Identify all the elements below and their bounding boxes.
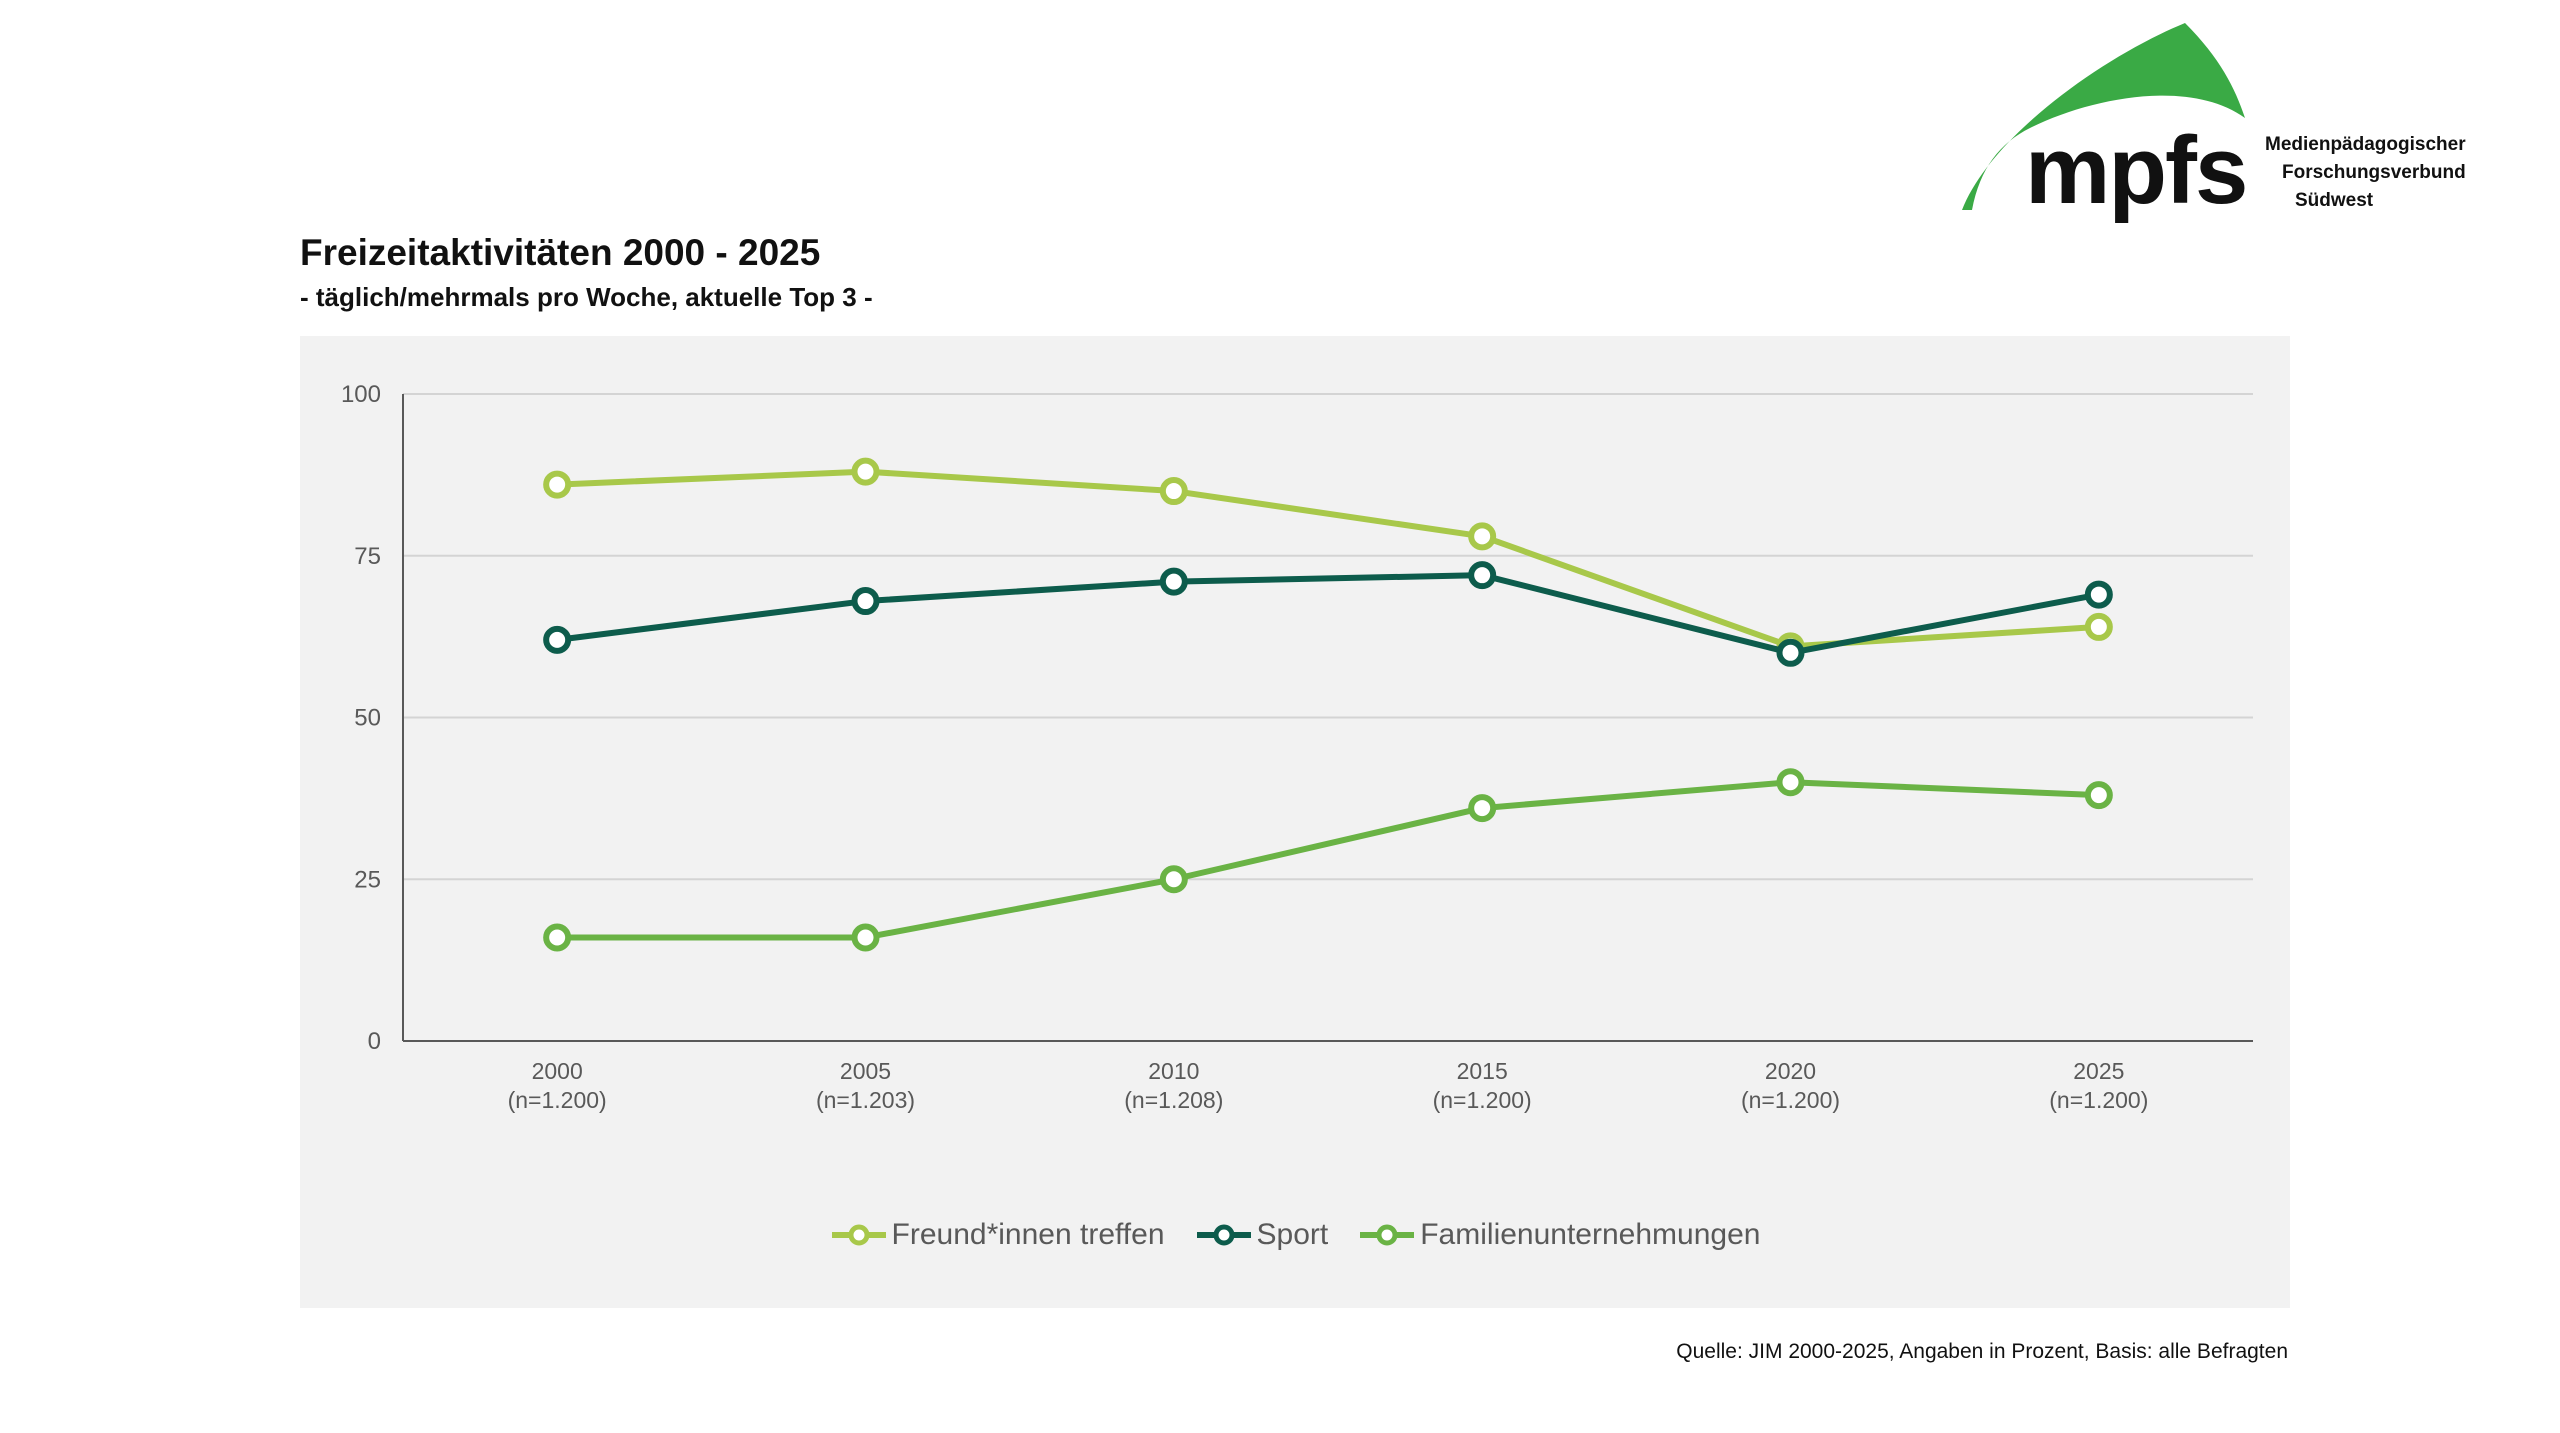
x-tick-label: 2015 [1457, 1058, 1508, 1084]
x-tick-sample-size: (n=1.200) [2049, 1087, 2148, 1113]
y-tick-label: 0 [368, 1028, 381, 1055]
x-tick-label: 2020 [1765, 1058, 1816, 1084]
legend-label: Sport [1256, 1218, 1329, 1251]
x-tick-label: 2005 [840, 1058, 891, 1084]
x-tick-label: 2010 [1148, 1058, 1199, 1084]
legend-marker-icon [831, 1224, 886, 1246]
legend-marker-icon [1196, 1224, 1251, 1246]
data-point [1159, 865, 1188, 894]
legend-item: Familienunternehmungen [1358, 1218, 1760, 1252]
data-point [1159, 477, 1188, 506]
data-point [1468, 522, 1497, 551]
logo-wordmark: mpfs [2025, 117, 2248, 224]
logo-line3: Südwest [2295, 190, 2374, 211]
legend-label: Familienunternehmungen [1420, 1218, 1761, 1251]
x-tick-sample-size: (n=1.200) [508, 1087, 607, 1113]
data-point [2084, 612, 2113, 641]
y-tick-label: 25 [354, 866, 381, 893]
data-point [1468, 794, 1497, 823]
series-line-2 [557, 779, 2099, 941]
y-tick-label: 50 [354, 705, 381, 732]
data-point [1159, 567, 1188, 596]
line-chart: 0 25 50 75 100 2000 (n=1.200) 2005 (n=1.203) 201… [341, 381, 2253, 1113]
chart-legend: Freund*innen treffen Sport Familienunterne… [300, 1218, 2290, 1252]
y-tick-label: 75 [354, 543, 381, 570]
series-line-1 [556, 572, 2100, 656]
data-point [1776, 638, 1805, 667]
data-point [851, 457, 880, 486]
y-tick-label: 100 [341, 381, 381, 408]
legend-item: Freund*innen treffen [830, 1218, 1165, 1252]
data-point [543, 923, 572, 952]
series-line-0 [557, 468, 2100, 650]
chart-subtitle: - täglich/mehrmals pro Woche, aktuelle T… [300, 282, 873, 312]
legend-marker-icon [1360, 1224, 1415, 1246]
data-point [2084, 580, 2113, 609]
data-point [2084, 781, 2113, 810]
legend-label: Freund*innen treffen [891, 1218, 1165, 1251]
data-point [543, 625, 572, 654]
x-tick-sample-size: (n=1.208) [1124, 1087, 1223, 1113]
data-point [543, 470, 572, 499]
logo-line1: Medienpädagogischer [2265, 134, 2466, 155]
data-point [1468, 561, 1497, 590]
logo-line2: Forschungsverbund [2282, 162, 2466, 183]
logo-arch-icon [1962, 23, 2245, 210]
x-tick-sample-size: (n=1.200) [1741, 1087, 1840, 1113]
x-tick-sample-size: (n=1.200) [1433, 1087, 1532, 1113]
legend-item: Sport [1195, 1218, 1329, 1252]
x-tick-label: 2000 [532, 1058, 583, 1084]
chart-title: Freizeitaktivitäten 2000 - 2025 [300, 232, 821, 273]
x-tick-label: 2025 [2073, 1058, 2124, 1084]
data-point [1776, 768, 1805, 797]
x-tick-sample-size: (n=1.203) [816, 1087, 915, 1113]
mpfs-logo: mpfs Medienpädagogischer Forschungsverbu… [1930, 18, 2490, 238]
data-point [851, 587, 880, 616]
source-note: Quelle: JIM 2000-2025, Angaben in Prozen… [1676, 1340, 2288, 1363]
chart-panel [300, 336, 2290, 1308]
data-point [851, 923, 880, 952]
